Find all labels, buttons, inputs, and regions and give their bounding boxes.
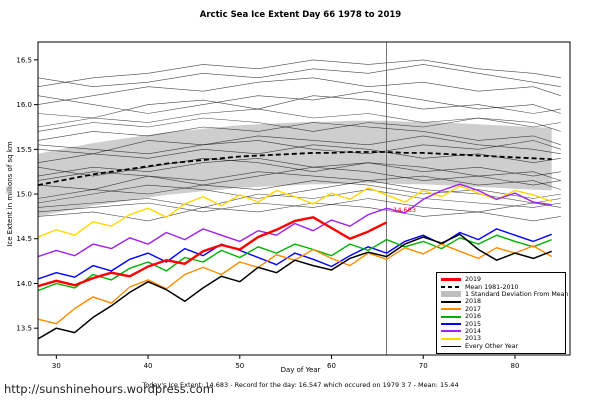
y-tick-label: 15.5 xyxy=(16,146,32,154)
legend-label: 2017 xyxy=(465,305,482,313)
footer-note: Today's Ice Extent: 14.683 - Record for … xyxy=(142,381,459,389)
other-year-line xyxy=(37,166,561,186)
x-tick-label: 80 xyxy=(511,362,520,370)
y-tick-label: 16.5 xyxy=(16,56,32,64)
legend-entry: 2014 xyxy=(441,328,561,335)
legend-swatch-line xyxy=(441,315,461,318)
chart-legend: 2019 Mean 1981-2010 1 Standard Deviation F… xyxy=(436,272,569,354)
legend-swatch-band xyxy=(441,291,461,298)
x-tick-label: 40 xyxy=(144,362,153,370)
chart-title: Arctic Sea Ice Extent Day 66 1978 to 201… xyxy=(199,10,402,20)
x-axis-label: Day of Year xyxy=(280,366,321,374)
mean-line xyxy=(37,151,552,186)
other-year-line xyxy=(37,77,561,105)
legend-label: 2016 xyxy=(465,313,482,321)
other-year-line xyxy=(37,144,561,164)
legend-entry: 2019 xyxy=(441,276,561,283)
y-tick-label: 15.0 xyxy=(16,191,32,199)
other-year-line xyxy=(37,64,561,88)
legend-label: 2015 xyxy=(465,320,482,328)
other-year-line xyxy=(37,140,561,155)
x-tick-label: 50 xyxy=(235,362,244,370)
y-tick-label: 13.5 xyxy=(16,325,32,333)
legend-label: Mean 1981-2010 xyxy=(465,283,519,291)
other-year-line xyxy=(37,117,561,132)
legend-label: 2019 xyxy=(465,276,482,284)
y-tick-label: 16.0 xyxy=(16,101,32,109)
legend-entry: 2013 xyxy=(441,335,561,342)
legend-entry: 2018 xyxy=(441,298,561,305)
today-value-annotation: 14.683 xyxy=(393,206,416,214)
legend-swatch-line xyxy=(441,330,461,333)
legend-entry: Every Other Year xyxy=(441,343,561,350)
legend-swatch-line xyxy=(441,308,461,311)
legend-label: 2014 xyxy=(465,327,482,335)
series-line-2013 xyxy=(37,185,552,238)
legend-swatch-thick xyxy=(441,278,461,282)
plot-border xyxy=(37,41,571,356)
legend-entry: 1 Standard Deviation From Mean xyxy=(441,291,569,298)
legend-entry: 2015 xyxy=(441,320,561,328)
legend-swatch-line xyxy=(441,300,461,303)
x-tick-label: 30 xyxy=(52,362,61,370)
legend-swatch-line xyxy=(441,337,461,340)
legend-swatch-dashed xyxy=(441,286,461,289)
watermark-url[interactable]: http://sunshinehours.wordpress.com xyxy=(4,382,214,396)
other-year-line xyxy=(37,90,561,114)
legend-entry: 2017 xyxy=(441,306,561,313)
series-line-2018 xyxy=(37,233,552,340)
series-line-2015 xyxy=(37,228,552,280)
other-year-line xyxy=(37,59,561,87)
other-year-line xyxy=(37,198,561,213)
other-year-line xyxy=(37,180,561,199)
other-year-line xyxy=(37,189,561,208)
y-tick-label: 14.0 xyxy=(16,280,32,288)
other-year-line xyxy=(37,171,561,190)
x-tick-label: 70 xyxy=(419,362,428,370)
y-tick-label: 14.5 xyxy=(16,235,32,243)
legend-label: 1 Standard Deviation From Mean xyxy=(465,290,569,298)
legend-label: Every Other Year xyxy=(465,342,519,350)
series-line-2014 xyxy=(37,183,552,258)
series-line-2019 xyxy=(37,216,388,288)
legend-label: 2013 xyxy=(465,335,482,343)
other-year-line xyxy=(37,122,561,146)
other-year-line xyxy=(37,108,561,128)
legend-label: 2018 xyxy=(465,298,482,306)
legend-entry: Mean 1981-2010 xyxy=(441,283,561,291)
other-year-line xyxy=(37,202,561,222)
legend-swatch-thin xyxy=(441,345,461,347)
other-year-line xyxy=(37,157,561,181)
legend-entry: 2016 xyxy=(441,313,561,320)
x-tick-label: 60 xyxy=(327,362,336,370)
other-year-line xyxy=(37,180,561,204)
legend-swatch-line xyxy=(441,323,461,326)
